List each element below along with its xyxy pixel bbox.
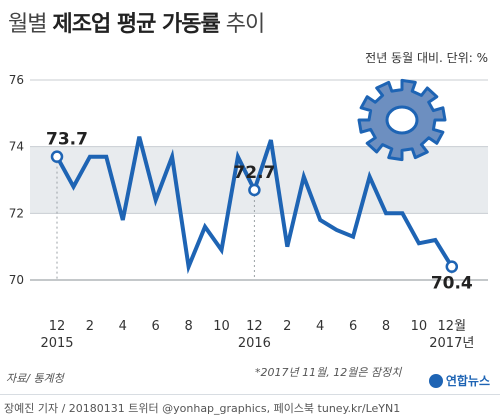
x-year-label: 2016 <box>238 336 271 351</box>
x-year-label: 2015 <box>40 336 73 351</box>
data-point-label: 70.4 <box>431 274 473 294</box>
title-part-2: 제조업 평균 가동률 <box>52 12 220 37</box>
yonhap-logo-text: 연합뉴스 <box>445 374 490 388</box>
x-tick-label: 12 <box>49 319 66 334</box>
x-tick-label: 4 <box>316 319 324 334</box>
chart-title: 월별 제조업 평균 가동률 추이 <box>8 6 265 38</box>
x-tick-label: 8 <box>184 319 192 334</box>
x-tick-label: 2 <box>283 319 291 334</box>
x-tick-label: 2 <box>86 319 94 334</box>
x-tick-label: 6 <box>349 319 357 334</box>
gear-icon <box>357 78 447 162</box>
credit-line: 장예진 기자 / 20180131 트위터 @yonhap_graphics, … <box>4 402 401 415</box>
footer: 장예진 기자 / 20180131 트위터 @yonhap_graphics, … <box>0 394 500 418</box>
footnote: *2017년 11월, 12월은 잠정치 <box>255 366 402 379</box>
title-part-1: 월별 <box>8 12 47 37</box>
x-tick-label: 4 <box>119 319 127 334</box>
data-point-label: 73.7 <box>46 130 88 150</box>
y-tick-label: 76 <box>9 73 24 87</box>
yonhap-logo-icon <box>428 373 443 388</box>
x-tick-label: 10 <box>411 319 428 334</box>
y-tick-label: 74 <box>9 140 24 154</box>
x-tick-label: 8 <box>382 319 390 334</box>
data-point-label: 72.7 <box>233 163 275 183</box>
title-part-3: 추이 <box>225 12 265 37</box>
unit-label: 전년 동월 대비. 단위: % <box>365 51 488 65</box>
yonhap-logo: 연합뉴스 <box>428 372 490 389</box>
x-tick-label: 10 <box>213 319 230 334</box>
gear-hole <box>385 105 419 135</box>
x-tick-label: 12월 <box>438 319 467 334</box>
y-tick-label: 70 <box>9 273 24 287</box>
source-label: 자료/ 통계청 <box>6 372 64 385</box>
x-tick-label: 6 <box>152 319 160 334</box>
data-point-marker <box>50 150 64 163</box>
x-tick-label: 12 <box>246 319 263 334</box>
y-tick-label: 72 <box>9 206 24 220</box>
data-point-marker <box>248 183 261 197</box>
data-point-marker <box>445 260 459 273</box>
x-year-label: 2017년 <box>429 336 474 351</box>
